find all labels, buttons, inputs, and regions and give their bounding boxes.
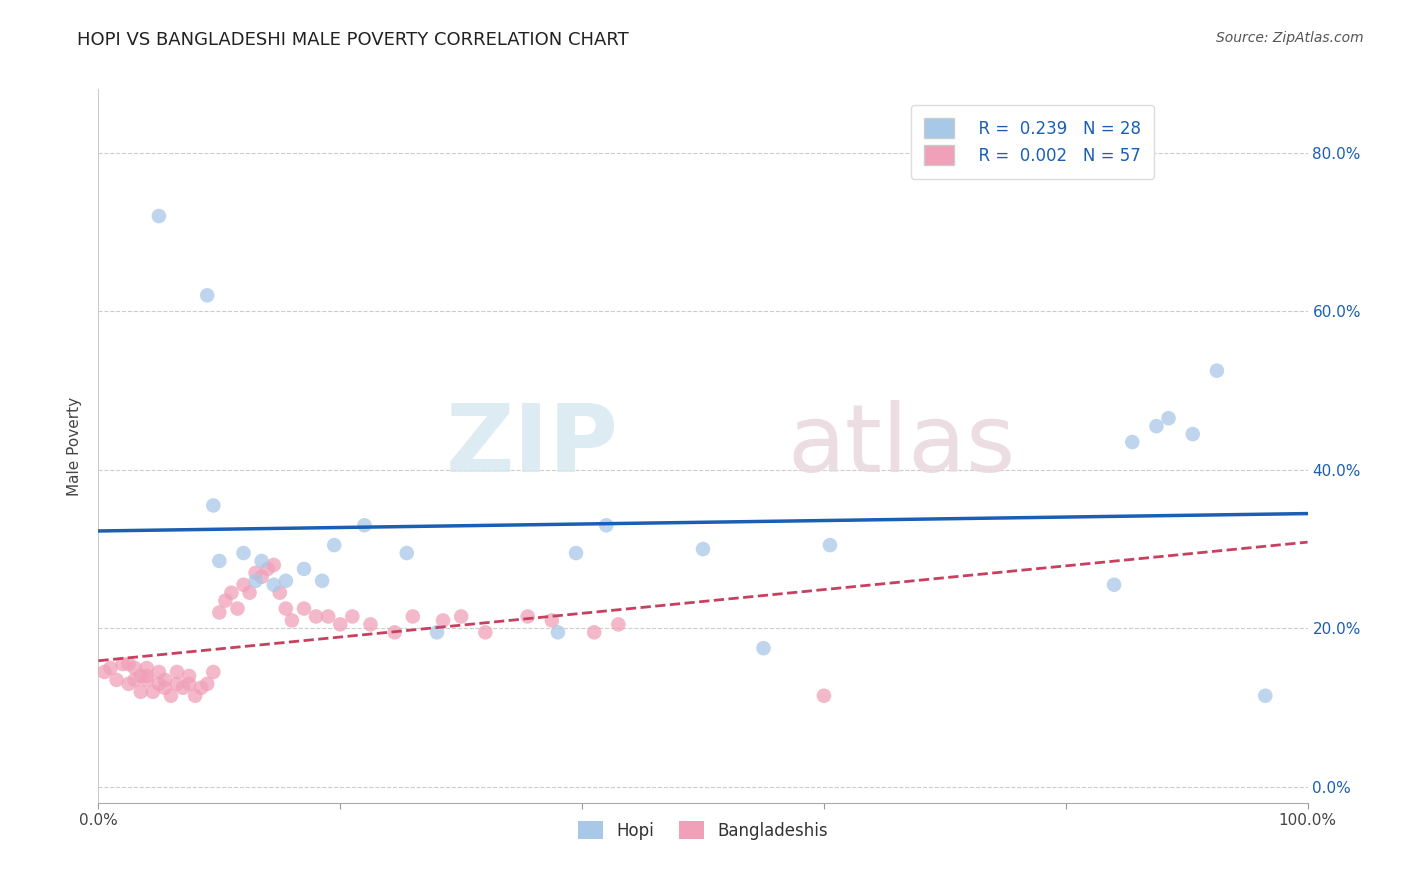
- Point: [129, 669, 152, 683]
- Point: [607, 617, 630, 632]
- Point: [214, 593, 236, 607]
- Point: [329, 617, 352, 632]
- Point: [129, 685, 152, 699]
- Point: [316, 609, 339, 624]
- Point: [179, 677, 201, 691]
- Point: [250, 570, 273, 584]
- Point: [353, 518, 375, 533]
- Point: [202, 499, 225, 513]
- Point: [153, 673, 176, 687]
- Point: [124, 673, 146, 687]
- Text: ZIP: ZIP: [446, 400, 619, 492]
- Point: [124, 661, 146, 675]
- Point: [142, 685, 165, 699]
- Point: [1157, 411, 1180, 425]
- Point: [100, 661, 122, 675]
- Point: [360, 617, 382, 632]
- Point: [292, 601, 315, 615]
- Point: [269, 585, 291, 599]
- Point: [432, 614, 454, 628]
- Point: [166, 677, 188, 691]
- Point: [232, 546, 254, 560]
- Point: [474, 625, 496, 640]
- Point: [118, 657, 141, 671]
- Point: [263, 578, 285, 592]
- Point: [111, 657, 134, 671]
- Point: [402, 609, 425, 624]
- Point: [384, 625, 406, 640]
- Point: [311, 574, 333, 588]
- Point: [166, 665, 188, 679]
- Y-axis label: Male Poverty: Male Poverty: [67, 396, 83, 496]
- Point: [305, 609, 328, 624]
- Point: [583, 625, 606, 640]
- Point: [135, 661, 157, 675]
- Point: [195, 288, 218, 302]
- Point: [565, 546, 588, 560]
- Point: [323, 538, 346, 552]
- Point: [153, 681, 176, 695]
- Point: [281, 614, 304, 628]
- Point: [135, 673, 157, 687]
- Point: [256, 562, 278, 576]
- Point: [172, 681, 194, 695]
- Point: [195, 677, 218, 691]
- Point: [274, 601, 297, 615]
- Point: [118, 677, 141, 691]
- Point: [226, 601, 249, 615]
- Point: [547, 625, 569, 640]
- Point: [245, 574, 267, 588]
- Point: [1254, 689, 1277, 703]
- Point: [179, 669, 201, 683]
- Point: [148, 665, 170, 679]
- Point: [105, 673, 128, 687]
- Point: [263, 558, 285, 572]
- Point: [160, 689, 183, 703]
- Point: [208, 606, 231, 620]
- Point: [595, 518, 617, 533]
- Point: [1121, 435, 1143, 450]
- Point: [184, 689, 207, 703]
- Point: [232, 578, 254, 592]
- Text: HOPI VS BANGLADESHI MALE POVERTY CORRELATION CHART: HOPI VS BANGLADESHI MALE POVERTY CORRELA…: [77, 31, 628, 49]
- Point: [1102, 578, 1125, 592]
- Point: [148, 677, 170, 691]
- Point: [93, 665, 115, 679]
- Text: Source: ZipAtlas.com: Source: ZipAtlas.com: [1216, 31, 1364, 45]
- Point: [342, 609, 364, 624]
- Point: [1181, 427, 1204, 442]
- Point: [135, 669, 157, 683]
- Point: [221, 585, 243, 599]
- Point: [190, 681, 212, 695]
- Point: [208, 554, 231, 568]
- Point: [245, 566, 267, 580]
- Text: atlas: atlas: [787, 400, 1017, 492]
- Point: [1146, 419, 1168, 434]
- Point: [818, 538, 841, 552]
- Point: [292, 562, 315, 576]
- Point: [202, 665, 225, 679]
- Point: [813, 689, 835, 703]
- Point: [692, 542, 714, 557]
- Point: [395, 546, 418, 560]
- Point: [239, 585, 262, 599]
- Point: [426, 625, 449, 640]
- Point: [1206, 364, 1229, 378]
- Point: [148, 209, 170, 223]
- Point: [250, 554, 273, 568]
- Legend: Hopi, Bangladeshis: Hopi, Bangladeshis: [569, 814, 837, 848]
- Point: [540, 614, 562, 628]
- Point: [274, 574, 297, 588]
- Point: [450, 609, 472, 624]
- Point: [516, 609, 538, 624]
- Point: [752, 641, 775, 656]
